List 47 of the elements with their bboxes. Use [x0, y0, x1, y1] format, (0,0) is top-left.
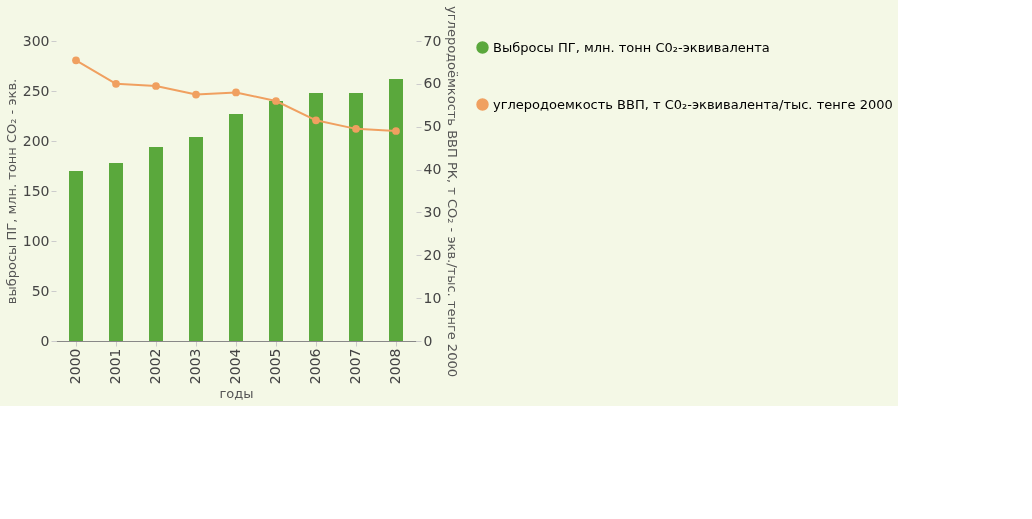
y-axis-title: выбросы ПГ, млн. тонн CO₂ - экв.	[3, 78, 19, 305]
x-tick-label: 2002	[147, 348, 163, 385]
y-tick-label: 150	[22, 182, 50, 199]
bar	[149, 147, 163, 341]
y-tick-label: 300	[22, 32, 50, 49]
x-axis-title: годы	[219, 386, 254, 402]
x-tick-label: 2000	[67, 348, 83, 385]
y2-axis-title: углеродоёмкость ВВП РК, т CO₂ - экв./тыс. тенге 2000	[445, 6, 461, 377]
bar	[229, 114, 243, 341]
point	[352, 124, 360, 133]
x-tick-label: 2003	[187, 348, 203, 385]
y-tick-label: 50	[31, 282, 50, 299]
y-tick-label: 100	[22, 232, 50, 249]
y-tick-label: 200	[22, 132, 50, 149]
bar	[69, 171, 83, 341]
x-tick-label: 2001	[107, 348, 123, 385]
y2-tick-label: 50	[423, 118, 442, 135]
point	[192, 90, 200, 99]
legend-label: Выбросы ПГ, млн. тонн C0₂-эквивалента	[493, 39, 770, 55]
y2-tick-label: 30	[423, 203, 442, 220]
x-tick-label: 2006	[307, 348, 323, 385]
bar	[389, 79, 403, 341]
bar	[189, 137, 203, 341]
y2-tick-label: 40	[423, 161, 442, 178]
x-tick-label: 2008	[387, 348, 403, 385]
x-tick-label: 2004	[227, 348, 243, 385]
x-tick-label: 2007	[347, 348, 363, 385]
y2-tick-label: 0	[423, 332, 433, 349]
bar	[109, 163, 123, 341]
bar	[309, 93, 323, 341]
y2-tick-label: 60	[423, 75, 442, 92]
bar	[349, 93, 363, 341]
point	[112, 79, 120, 88]
y-tick-label: 250	[22, 82, 50, 99]
legend-label: углеродоемкость ВВП, т C0₂-эквивалента/тыс. тенге 2000	[493, 96, 893, 112]
y2-tick-label: 70	[423, 32, 442, 49]
bar	[269, 101, 283, 341]
y-tick-label: 0	[40, 332, 50, 349]
point	[272, 97, 280, 105]
point	[152, 82, 160, 90]
y2-tick-label: 10	[423, 289, 442, 306]
point	[392, 127, 400, 135]
point	[72, 56, 80, 65]
point	[312, 116, 320, 125]
x-tick-label: 2005	[267, 348, 283, 385]
point	[232, 88, 240, 97]
y2-tick-label: 20	[423, 246, 442, 263]
